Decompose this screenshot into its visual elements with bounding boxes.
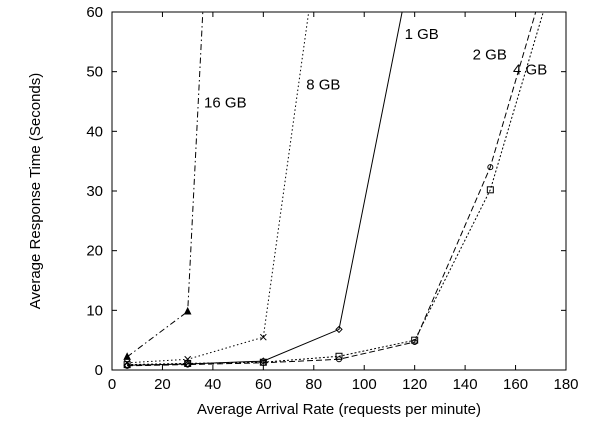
x-tick-label: 40 — [205, 376, 222, 393]
x-axis-ticks: 0 20 40 60 80 100 120 140 160 180 — [108, 12, 579, 393]
y-tick-label: 20 — [86, 243, 103, 260]
series-1-gb — [123, 12, 403, 369]
y-tick-label: 10 — [86, 302, 103, 319]
y-tick-label: 60 — [86, 4, 103, 21]
series-8-gb — [123, 12, 310, 367]
series-label-2-gb: 2 GB — [473, 47, 507, 64]
x-tick-label: 100 — [352, 376, 377, 393]
x-tick-label: 0 — [108, 376, 116, 393]
series-line-16-gb — [126, 12, 204, 358]
x-tick-label: 160 — [503, 376, 528, 393]
x-tick-label: 20 — [154, 376, 171, 393]
data-point-4-gb — [123, 361, 131, 369]
y-tick-label: 50 — [86, 64, 103, 81]
y-tick-label: 40 — [86, 123, 103, 140]
x-tick-label: 120 — [402, 376, 427, 393]
x-tick-label: 180 — [553, 376, 578, 393]
data-point-4-gb — [411, 336, 419, 344]
x-tick-label: 140 — [453, 376, 478, 393]
y-axis-ticks: 0 10 20 30 40 50 60 — [86, 4, 566, 379]
x-tick-label: 60 — [255, 376, 272, 393]
y-tick-label: 30 — [86, 183, 103, 200]
data-point-16-gb — [183, 306, 192, 315]
data-point-4-gb — [259, 358, 267, 366]
series-line-4-gb — [127, 12, 544, 366]
series-4-gb — [123, 12, 544, 369]
series-label-4-gb: 4 GB — [513, 62, 547, 79]
data-point-4-gb — [184, 359, 192, 367]
series-layer — [123, 12, 544, 369]
y-tick-label: 0 — [95, 362, 103, 379]
series-line-1-gb — [127, 12, 403, 366]
x-axis-title: Average Arrival Rate (requests per minut… — [197, 401, 481, 418]
data-point-4-gb — [486, 186, 494, 194]
x-tick-label: 80 — [305, 376, 322, 393]
data-point-8-gb — [259, 333, 267, 341]
series-label-layer: 16 GB 8 GB 1 GB 2 GB 4 GB — [204, 26, 547, 112]
series-16-gb — [123, 12, 204, 360]
data-point-8-gb — [184, 355, 192, 363]
data-point-1-gb — [335, 325, 343, 334]
series-label-16-gb: 16 GB — [204, 94, 247, 111]
data-point-4-gb — [335, 352, 343, 360]
plot-frame — [111, 11, 567, 371]
y-axis-title: Average Response Time (Seconds) — [27, 73, 44, 310]
series-label-8-gb: 8 GB — [306, 77, 340, 94]
series-label-1-gb: 1 GB — [405, 26, 439, 43]
data-point-1-gb — [259, 357, 268, 365]
series-line-8-gb — [127, 12, 310, 364]
series-2-gb — [124, 12, 537, 369]
data-point-16-gb — [123, 352, 131, 360]
data-point-2-gb — [487, 164, 494, 171]
